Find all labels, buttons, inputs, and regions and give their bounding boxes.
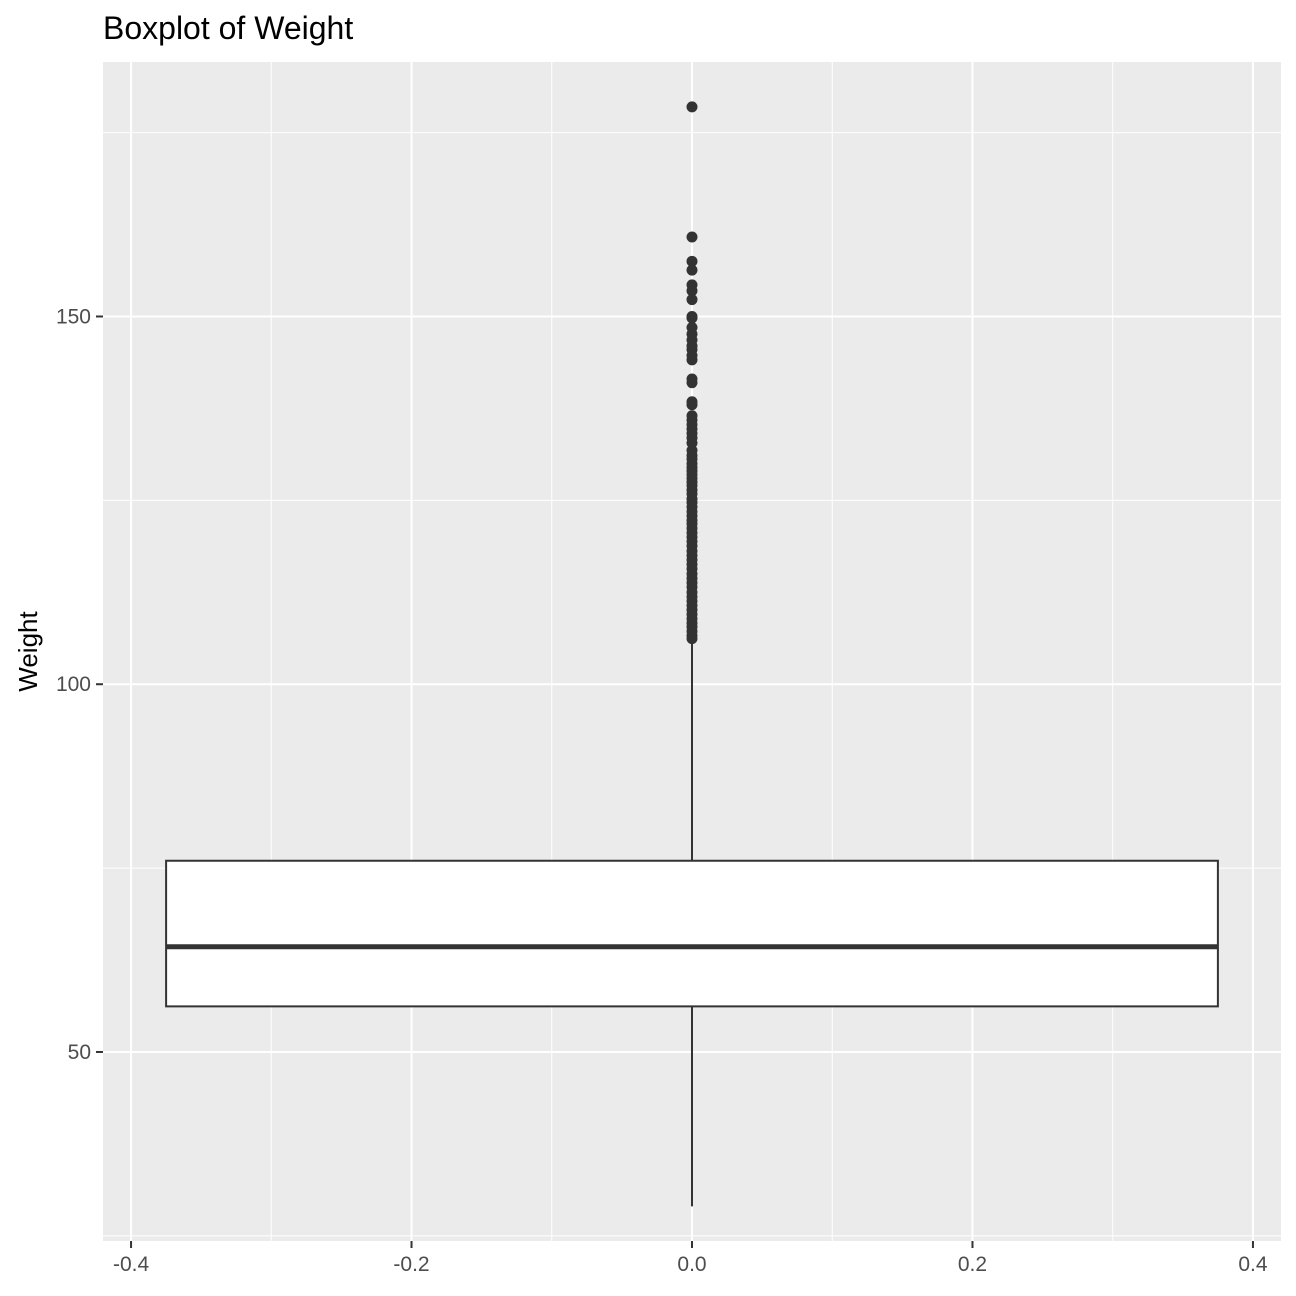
- y-tick-label: 100: [56, 673, 91, 696]
- outlier-point: [686, 255, 698, 267]
- outlier-point: [686, 264, 698, 276]
- outlier-point: [686, 231, 698, 243]
- outlier-point: [686, 399, 698, 411]
- outlier-point: [686, 294, 698, 306]
- outlier-point: [686, 101, 698, 113]
- outlier-point: [686, 633, 698, 645]
- x-tick-label: 0.2: [958, 1253, 987, 1276]
- x-tick-label: -0.2: [393, 1253, 429, 1276]
- y-tick-label: 150: [56, 305, 91, 328]
- outlier-point: [686, 285, 698, 297]
- x-tick-label: 0.0: [677, 1253, 706, 1276]
- x-tick-label: -0.4: [113, 1253, 150, 1276]
- outlier-point: [686, 312, 698, 324]
- y-tick-label: 50: [68, 1041, 91, 1064]
- outlier-point: [686, 354, 698, 366]
- chart-title: Boxplot of Weight: [103, 10, 354, 46]
- y-axis-title: Weight: [13, 611, 43, 692]
- x-tick-label: 0.4: [1238, 1253, 1268, 1276]
- box-iqr: [165, 859, 1219, 1008]
- outlier-point: [686, 377, 698, 389]
